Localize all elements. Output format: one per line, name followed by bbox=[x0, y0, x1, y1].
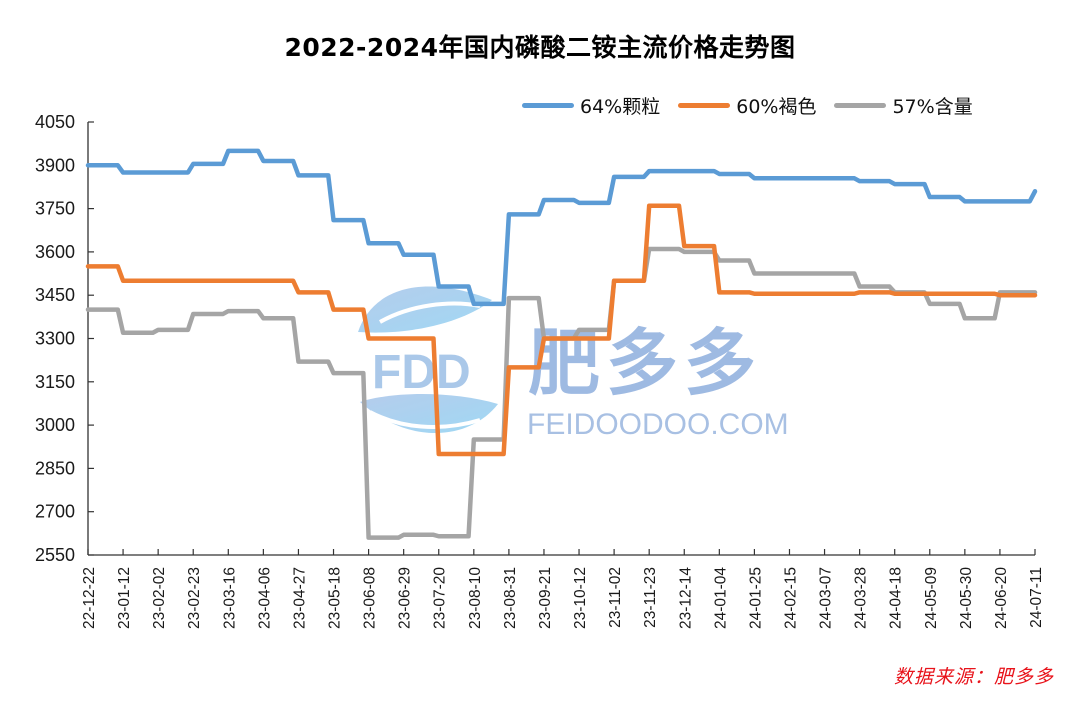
chart-legend: 64%颗粒 60%褐色 57%含量 bbox=[522, 92, 991, 119]
series-line-1 bbox=[85, 203, 1038, 457]
x-tick-label: 23-01-12 bbox=[116, 567, 133, 629]
x-tick-label: 23-04-06 bbox=[256, 567, 273, 629]
x-tick-label: 23-05-18 bbox=[327, 567, 344, 629]
x-tick-label: 23-03-16 bbox=[221, 567, 238, 629]
y-axis: 2550 2700 2850 3000 3150 3300 3450 3600 3750 3900… bbox=[35, 112, 94, 565]
data-source-note: 数据来源：肥多多 bbox=[893, 666, 1054, 688]
x-tick-label: 23-11-23 bbox=[642, 567, 659, 628]
y-tick-label: 3450 bbox=[35, 285, 75, 305]
x-tick-label: 24-07-11 bbox=[1028, 567, 1045, 628]
y-tick-label: 3900 bbox=[35, 155, 75, 175]
legend-label: 57%含量 bbox=[892, 96, 973, 118]
watermark-logo-text: FDD bbox=[372, 346, 471, 399]
legend-label: 60%褐色 bbox=[736, 96, 817, 118]
x-tick-label: 24-05-09 bbox=[923, 567, 940, 629]
series-lines bbox=[85, 148, 1038, 540]
y-tick-label: 3600 bbox=[35, 242, 75, 262]
x-tick-label: 23-11-02 bbox=[607, 567, 624, 628]
watermark-brand-en: FEIDOODOO.COM bbox=[527, 408, 789, 441]
x-tick-label: 23-02-23 bbox=[186, 567, 203, 629]
x-tick-label: 23-08-10 bbox=[467, 567, 484, 629]
watermark-logo: FDD 肥多多 FEIDOODOO.COM bbox=[358, 286, 789, 441]
chart-title: 2022-2024年国内磷酸二铵主流价格走势图 bbox=[284, 33, 796, 62]
y-tick-label: 3750 bbox=[35, 199, 75, 219]
x-tick-label: 24-01-04 bbox=[712, 567, 729, 629]
x-tick-label: 24-03-07 bbox=[818, 567, 835, 629]
x-tick-label: 23-04-27 bbox=[291, 567, 308, 629]
leaf-top-icon bbox=[358, 286, 492, 333]
x-tick-label: 23-08-31 bbox=[502, 567, 519, 629]
x-tick-label: 24-05-30 bbox=[958, 567, 975, 629]
x-tick-label: 23-09-21 bbox=[537, 567, 554, 629]
x-tick-label: 23-06-29 bbox=[397, 567, 414, 629]
legend-swatch-orange bbox=[678, 103, 731, 108]
x-tick-label: 24-01-25 bbox=[747, 567, 764, 629]
x-tick-label: 24-06-20 bbox=[993, 567, 1010, 629]
y-tick-label: 3000 bbox=[35, 415, 75, 435]
legend-swatch-gray bbox=[834, 103, 887, 108]
x-tick-label: 23-10-12 bbox=[572, 567, 589, 629]
x-tick-label: 23-06-08 bbox=[362, 567, 379, 629]
legend-item-64-granular: 64%颗粒 bbox=[522, 92, 660, 119]
legend-label: 64%颗粒 bbox=[580, 96, 661, 118]
x-tick-label: 24-02-15 bbox=[782, 567, 799, 629]
legend-swatch-blue bbox=[522, 103, 574, 108]
y-tick-label: 4050 bbox=[35, 112, 75, 132]
x-tick-label: 24-04-18 bbox=[888, 567, 905, 629]
y-tick-label: 2700 bbox=[35, 502, 75, 522]
y-tick-label: 2550 bbox=[35, 545, 75, 565]
watermark-brand-cn: 肥多多 bbox=[528, 321, 762, 405]
x-tick-label: 23-12-14 bbox=[677, 567, 694, 629]
legend-item-60-brown: 60%褐色 bbox=[678, 92, 816, 119]
y-tick-label: 3300 bbox=[35, 329, 75, 349]
x-tick-label: 23-02-02 bbox=[151, 567, 168, 629]
y-tick-label: 3150 bbox=[35, 372, 75, 392]
series-line-0 bbox=[85, 148, 1038, 307]
x-axis: 22-12-22 23-01-12 23-02-02 23-02-23 23-03-16… bbox=[81, 549, 1045, 629]
y-tick-label: 2850 bbox=[35, 458, 75, 478]
legend-item-57-content: 57%含量 bbox=[834, 92, 973, 119]
x-tick-label: 24-03-28 bbox=[853, 567, 870, 629]
x-tick-label: 22-12-22 bbox=[81, 567, 98, 629]
x-tick-label: 23-07-20 bbox=[432, 567, 449, 629]
